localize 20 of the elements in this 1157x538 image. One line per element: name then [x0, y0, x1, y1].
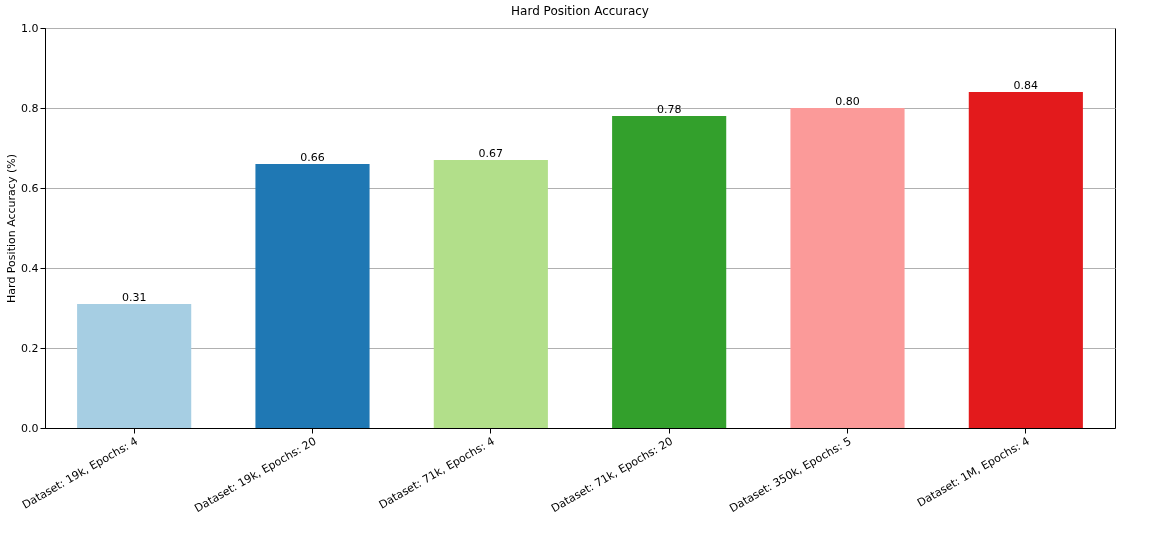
- bar: [255, 164, 370, 428]
- data-label: 0.67: [478, 147, 504, 160]
- data-label: 0.78: [656, 103, 682, 116]
- bar: [77, 304, 192, 428]
- bar: [433, 160, 548, 428]
- bar: [790, 108, 905, 428]
- bar: [612, 116, 727, 428]
- y-tick-label: 0.8: [21, 101, 39, 115]
- y-axis-title: Hard Position Accuracy (%): [5, 154, 19, 303]
- data-label: 0.84: [1013, 79, 1039, 92]
- y-tick-label: 0.0: [21, 421, 39, 435]
- data-label: 0.66: [300, 151, 325, 164]
- bar: [968, 92, 1083, 428]
- y-tick-label: 0.4: [21, 261, 39, 275]
- y-tick-label: 1.0: [21, 21, 39, 35]
- y-tick-label: 0.2: [21, 341, 39, 355]
- data-label: 0.80: [835, 95, 860, 108]
- data-label: 0.31: [121, 291, 147, 304]
- y-tick-label: 0.6: [21, 181, 39, 195]
- chart-title: Hard Position Accuracy: [511, 4, 649, 18]
